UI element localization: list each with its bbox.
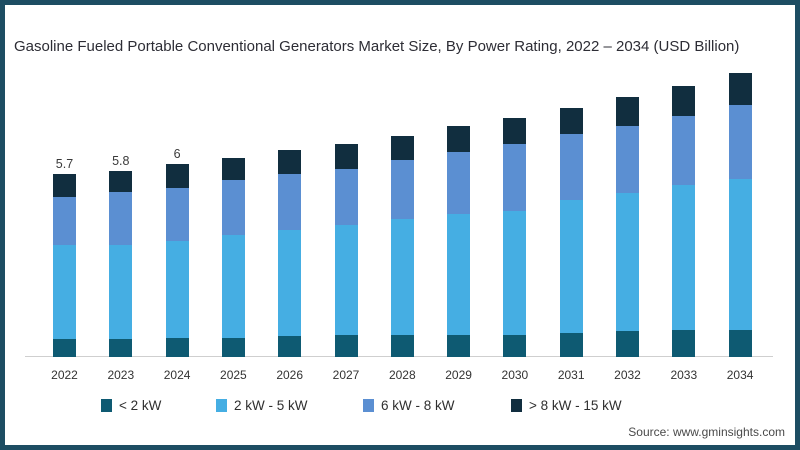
bar-segment <box>53 244 76 340</box>
bar-2032 <box>616 97 639 357</box>
x-tick-label: 2034 <box>726 368 754 382</box>
legend-label: > 8 kW - 15 kW <box>529 397 622 413</box>
bar-segment <box>390 159 414 219</box>
bar-segment <box>390 334 414 357</box>
bar-segment <box>278 174 302 231</box>
bar-segment <box>278 336 302 357</box>
bar-segment <box>616 97 639 126</box>
bar-segment <box>221 337 245 357</box>
x-tick-label: 2031 <box>557 368 585 382</box>
x-tick-label: 2028 <box>388 368 416 382</box>
bar-segment <box>109 191 133 245</box>
chart-title: Gasoline Fueled Portable Conventional Ge… <box>14 38 740 55</box>
x-tick-label: 2025 <box>220 368 247 382</box>
bar-segment <box>53 339 76 357</box>
bar-segment <box>559 133 583 200</box>
bar-value-label: 5.7 <box>55 157 74 172</box>
legend-swatch-icon <box>216 398 227 412</box>
bar-segment <box>165 188 189 242</box>
bar-segment <box>447 214 471 335</box>
legend-label: 6 kW - 8 kW <box>381 397 455 413</box>
bar-segment <box>221 180 245 236</box>
legend-item: 6 kW - 8 kW <box>363 396 455 414</box>
chart-legend: < 2 kW 2 kW - 5 kW 6 kW - 8 kW > 8 kW - 15 … <box>5 396 795 416</box>
bar-segment <box>672 85 696 117</box>
legend-item: 2 kW - 5 kW <box>216 396 308 414</box>
bar-segment <box>616 193 639 332</box>
source-attribution: Source: www.gminsights.com <box>628 425 785 439</box>
bar-2029 <box>447 125 471 357</box>
x-tick-label: 2027 <box>332 368 360 382</box>
legend-label: < 2 kW <box>119 397 162 413</box>
bar-2034 <box>728 72 752 357</box>
bar-segment <box>109 170 133 192</box>
bar-segment <box>616 125 639 194</box>
legend-swatch-icon <box>511 398 522 412</box>
legend-label: 2 kW - 5 kW <box>234 397 308 413</box>
bar-segment <box>616 331 639 357</box>
bar-segment <box>334 143 358 170</box>
bar-segment <box>109 244 133 340</box>
x-tick-label: 2026 <box>276 368 304 382</box>
bar-segment <box>334 334 358 357</box>
bar-segment <box>390 218 414 335</box>
x-tick-label: 2030 <box>501 368 529 382</box>
bar-segment <box>278 230 302 337</box>
bar-segment <box>334 225 358 335</box>
legend-swatch-icon <box>101 398 112 412</box>
bar-2033 <box>672 85 696 357</box>
x-tick-label: 2033 <box>670 368 698 382</box>
bar-segment <box>447 151 471 215</box>
bar-segment <box>447 334 471 357</box>
bar-2031 <box>559 108 583 357</box>
bar-2030 <box>503 117 527 357</box>
legend-swatch-icon <box>363 398 374 412</box>
bar-2026 <box>278 149 302 357</box>
x-tick-label: 2022 <box>51 368 78 382</box>
bar-2022 <box>53 174 76 357</box>
bar-segment <box>728 72 752 106</box>
x-tick-label: 2029 <box>445 368 472 382</box>
bar-segment <box>672 329 696 357</box>
legend-item: < 2 kW <box>101 396 161 414</box>
bar-segment <box>559 108 583 134</box>
bar-segment <box>728 329 752 357</box>
bar-segment <box>53 174 76 197</box>
bar-2024 <box>165 164 189 357</box>
bar-segment <box>672 185 696 330</box>
bar-segment <box>559 332 583 357</box>
bar-segment <box>447 125 471 152</box>
bar-segment <box>672 116 696 186</box>
bar-segment <box>165 337 189 357</box>
bar-segment <box>728 105 752 179</box>
bar-segment <box>503 210 527 335</box>
bar-segment <box>559 199 583 333</box>
legend-item: > 8 kW - 15 kW <box>511 396 622 414</box>
bar-2023 <box>109 170 133 357</box>
bar-segment <box>109 339 133 357</box>
bar-2028 <box>390 135 414 357</box>
bar-segment <box>503 117 527 144</box>
bar-segment <box>53 196 76 245</box>
bar-2025 <box>221 157 245 357</box>
bar-2027 <box>334 143 358 357</box>
x-tick-label: 2023 <box>107 368 135 382</box>
bar-segment <box>165 241 189 338</box>
bar-segment <box>390 135 414 160</box>
bar-value-label: 6 <box>173 147 181 162</box>
stacked-bar-chart: 5.7 2022 5.8 2023 6 2024 2025 2026 2027 2028 2029 2… <box>5 5 795 445</box>
bar-segment <box>728 178 752 330</box>
bar-segment <box>278 149 302 175</box>
bar-segment <box>165 164 189 189</box>
bar-segment <box>221 235 245 338</box>
bar-segment <box>334 169 358 226</box>
bar-segment <box>503 334 527 357</box>
bar-segment <box>503 143 527 211</box>
x-tick-label: 2024 <box>163 368 191 382</box>
x-tick-label: 2032 <box>614 368 641 382</box>
bar-segment <box>221 157 245 181</box>
bar-value-label: 5.8 <box>112 153 130 168</box>
